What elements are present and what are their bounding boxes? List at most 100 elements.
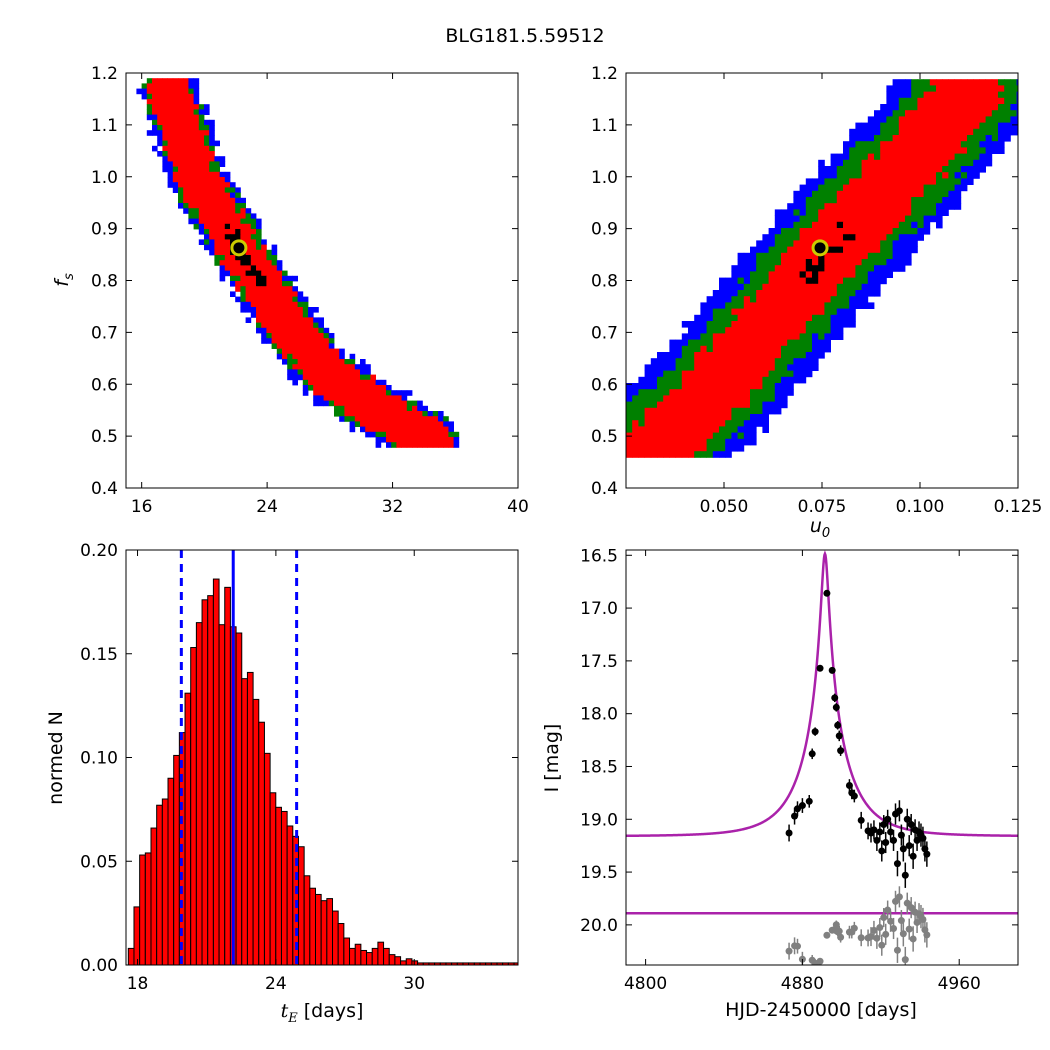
heatmap-cell [787, 339, 794, 347]
heatmap-cell [632, 401, 639, 409]
data-point [901, 871, 909, 879]
heatmap-cell [266, 307, 272, 313]
heatmap-cell [768, 228, 776, 235]
heatmap-cell [214, 218, 220, 225]
heatmap-cell [874, 116, 881, 123]
heatmap-cell [855, 172, 862, 179]
heatmap-cell [849, 265, 856, 272]
heatmap-cell [706, 389, 714, 396]
heatmap-cell [750, 358, 757, 365]
heatmap-cell [774, 308, 782, 316]
heatmap-cell [261, 322, 267, 329]
data-point [899, 845, 907, 853]
heatmap-cell [892, 265, 900, 272]
heatmap-cell [657, 414, 664, 421]
heatmap-cell [750, 364, 757, 371]
heatmap-cell [719, 445, 726, 452]
heatmap-cell [700, 414, 707, 421]
heatmap-cell [167, 125, 174, 131]
heatmap-cell [973, 122, 980, 130]
heatmap-cell [948, 141, 955, 148]
heatmap-cell [669, 432, 676, 440]
heatmap-cell [219, 197, 226, 204]
heatmap-cell [365, 405, 371, 412]
heatmap-cell [657, 364, 664, 371]
heatmap-cell [230, 265, 236, 271]
heatmap-cell [948, 135, 955, 142]
heatmap-cell [198, 187, 205, 193]
heatmap-cell [230, 208, 236, 214]
heatmap-cell [936, 215, 943, 223]
heatmap-cell [681, 407, 689, 415]
heatmap-cell [911, 147, 918, 154]
histogram-bar [224, 586, 231, 965]
heatmap-cell [209, 130, 215, 136]
heatmap-cell [204, 161, 210, 167]
heatmap-cell [712, 401, 720, 409]
heatmap-cell [183, 171, 189, 178]
heatmap-cell [712, 314, 720, 322]
heatmap-cell [157, 83, 163, 89]
heatmap-cell [812, 277, 819, 285]
heatmap-cell [898, 197, 906, 204]
heatmap-cell [334, 411, 340, 417]
heatmap-cell [339, 348, 345, 355]
heatmap-cell [781, 234, 788, 241]
heatmap-cell [923, 153, 931, 161]
histogram-bar [190, 647, 197, 965]
heatmap-cell [318, 390, 324, 396]
heatmap-cell [681, 339, 689, 347]
heatmap-cell [657, 407, 664, 415]
heatmap-cell [230, 192, 236, 199]
heatmap-cell [750, 370, 757, 378]
heatmap-cell [657, 352, 664, 359]
heatmap-cell [297, 317, 304, 323]
heatmap-cell [308, 364, 314, 370]
heatmap-cell [183, 125, 189, 131]
heatmap-cell [318, 333, 324, 339]
heatmap-cell [146, 130, 153, 136]
heatmap-cell [183, 135, 189, 141]
heatmap-cell [694, 451, 701, 458]
heatmap-cell [380, 405, 387, 412]
heatmap-cell [824, 333, 831, 340]
heatmap-cell [669, 395, 676, 402]
heatmap-cell [681, 426, 689, 433]
heatmap-cell [339, 385, 345, 391]
heatmap-cell [886, 122, 893, 130]
heatmap-cell [318, 379, 324, 386]
heatmap-cell [365, 390, 371, 396]
heatmap-cell [193, 213, 200, 219]
heatmap-cell [781, 228, 788, 235]
heatmap-cell [214, 203, 220, 209]
heatmap-cell [214, 140, 220, 147]
heatmap-cell [917, 228, 924, 235]
heatmap-cell [240, 291, 246, 297]
heatmap-cell [750, 414, 757, 421]
heatmap-cell [917, 110, 924, 117]
heatmap-cell [706, 314, 714, 322]
heatmap-cell [250, 286, 257, 292]
heatmap-cell [214, 177, 220, 183]
heatmap-cell [954, 104, 962, 111]
heatmap-cell [626, 451, 633, 458]
heatmap-cell [308, 359, 314, 365]
heatmap-cell [152, 104, 158, 110]
heatmap-cell [923, 184, 931, 192]
heatmap-cell [219, 270, 226, 277]
heatmap-cell [743, 407, 751, 415]
heatmap-cell [240, 203, 246, 209]
heatmap-cell [354, 395, 361, 401]
heatmap-cell [188, 161, 194, 167]
heatmap-cell [886, 234, 893, 241]
heatmap-cell [308, 343, 314, 349]
heatmap-cell [799, 308, 807, 316]
heatmap-cell [349, 426, 356, 433]
heatmap-cell [774, 215, 782, 223]
heatmap-cell [948, 153, 955, 161]
heatmap-cell [967, 153, 974, 161]
heatmap-cell [750, 407, 757, 415]
heatmap-cell [235, 223, 241, 230]
heatmap-cell [224, 197, 231, 204]
heatmap-cell [626, 407, 633, 415]
